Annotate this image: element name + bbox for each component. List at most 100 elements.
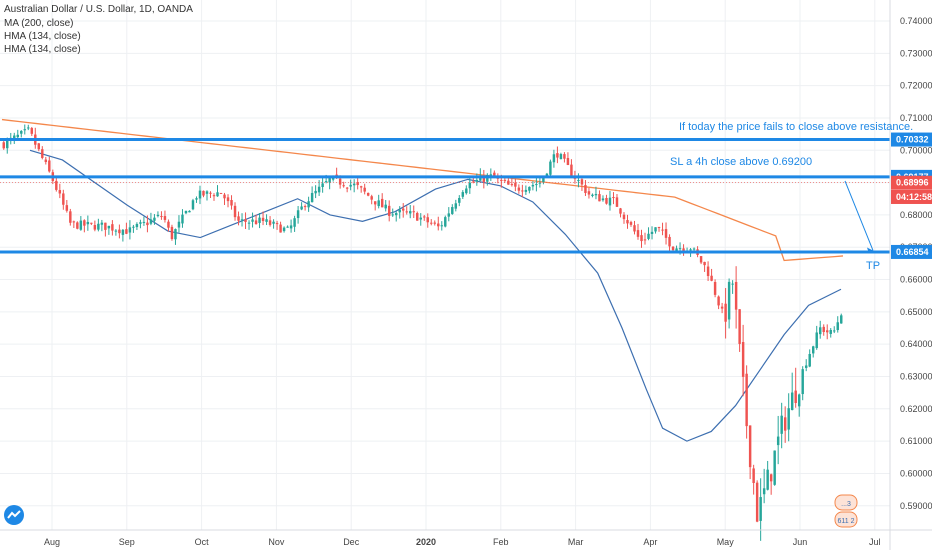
candle-body — [444, 217, 447, 227]
candle-body — [840, 315, 843, 324]
legend-title[interactable]: Australian Dollar / U.S. Dollar, 1D, OAN… — [4, 4, 193, 15]
candle-body — [209, 192, 212, 194]
candle-body — [41, 149, 44, 158]
price-tick-label: 0.68000 — [900, 210, 932, 220]
candle-body — [317, 186, 321, 193]
candle-body — [503, 179, 507, 181]
candle-body — [181, 214, 184, 224]
candle-body — [755, 482, 759, 522]
candle-body — [265, 219, 268, 222]
candle-body — [815, 332, 818, 349]
candle-body — [759, 497, 762, 521]
time-tick-label: Nov — [268, 537, 285, 547]
candle-body — [472, 181, 475, 183]
candle-body — [489, 174, 493, 177]
projection-arrow[interactable] — [844, 180, 874, 254]
time-axis[interactable]: Aug Sep Oct Nov Dec 2020 Feb Mar Apr May Jun Jul — [0, 529, 932, 547]
projection-arrowhead — [867, 247, 873, 254]
candle-body — [114, 230, 118, 232]
candle-body — [643, 239, 647, 241]
candle-body — [426, 217, 429, 223]
resistance-note[interactable]: If today the price fails to close above … — [679, 121, 914, 133]
candle-body — [430, 222, 433, 224]
candle-body — [636, 230, 640, 237]
legend-ma[interactable]: MA (200, close) — [4, 18, 74, 29]
candle-body — [419, 217, 422, 220]
candle-body — [2, 142, 5, 149]
candle-body — [409, 211, 412, 214]
candle-body — [132, 226, 135, 228]
price-tick-label: 0.71000 — [900, 113, 932, 123]
legend-hma-2[interactable]: HMA (134, close) — [4, 44, 81, 55]
candle-body — [517, 187, 521, 191]
candle-body — [163, 216, 167, 220]
grid — [0, 0, 890, 530]
candle-body — [62, 193, 65, 205]
candle-body — [580, 179, 584, 185]
price-tick-label: 0.70000 — [900, 145, 932, 155]
price-tick-label: 0.63000 — [900, 371, 932, 381]
candle-body — [493, 172, 496, 178]
time-tick-label: Oct — [195, 537, 210, 547]
price-axis[interactable]: 0.740000.730000.720000.710000.700000.690… — [889, 0, 932, 550]
sl-note[interactable]: SL a 4h close above 0.69200 — [670, 156, 813, 168]
event-badge[interactable]: ...3 611 2 — [834, 494, 858, 528]
current-price-label: 04:12:58 — [896, 192, 932, 202]
candle-body — [111, 224, 114, 231]
candle-body — [626, 220, 629, 224]
candle-body — [594, 193, 598, 196]
candle-body — [366, 192, 370, 196]
candle-body — [542, 176, 545, 183]
candle-body — [787, 408, 790, 430]
time-tick-label: 2020 — [416, 537, 436, 547]
badge-text-2: 611 2 — [838, 518, 855, 525]
candle-body — [93, 225, 97, 230]
candle-body — [184, 210, 188, 214]
candle-body — [405, 211, 408, 213]
candle-body — [563, 154, 566, 159]
candle-body — [437, 223, 440, 227]
badge-text-1: ...3 — [841, 501, 851, 508]
candle-body — [363, 187, 366, 192]
candle-body — [416, 212, 419, 221]
candle-body — [149, 219, 153, 224]
candle-body — [752, 468, 755, 484]
candle-body — [738, 309, 741, 344]
candle-body — [324, 181, 328, 183]
candle-body — [664, 229, 668, 238]
candle-body — [20, 130, 23, 134]
tradingview-logo-icon[interactable] — [4, 505, 24, 525]
candle-body — [153, 217, 156, 221]
price-tick-label: 0.62000 — [900, 404, 932, 414]
candle-body — [258, 217, 261, 223]
time-tick-label: Feb — [493, 537, 509, 547]
candle-body — [254, 220, 258, 225]
candle-body — [380, 198, 384, 208]
candle-body — [521, 190, 524, 192]
time-tick-label: Sep — [119, 537, 135, 547]
candle-body — [706, 266, 710, 277]
tp-label[interactable]: TP — [866, 260, 881, 272]
horizontal-levels[interactable] — [0, 138, 890, 254]
candle-body — [55, 180, 58, 190]
candle-body — [773, 450, 776, 485]
candle-body — [121, 229, 125, 235]
legend-hma-1[interactable]: HMA (134, close) — [4, 31, 81, 42]
candle-body — [640, 235, 643, 242]
current-price-box — [891, 175, 932, 190]
candle-body — [69, 211, 72, 223]
candle-body — [37, 143, 41, 150]
candle-body — [713, 282, 717, 295]
candle-body — [247, 222, 251, 224]
candle-body — [345, 187, 349, 189]
candle-body — [776, 436, 780, 446]
candle-body — [195, 198, 198, 200]
hma-134-path — [29, 149, 842, 442]
candle-body — [675, 248, 678, 251]
candle-body — [766, 469, 769, 490]
candle-body — [202, 190, 205, 196]
candle-body — [559, 154, 563, 160]
candle-body — [230, 200, 233, 206]
candle-body — [650, 231, 654, 234]
candle-body — [233, 205, 237, 218]
